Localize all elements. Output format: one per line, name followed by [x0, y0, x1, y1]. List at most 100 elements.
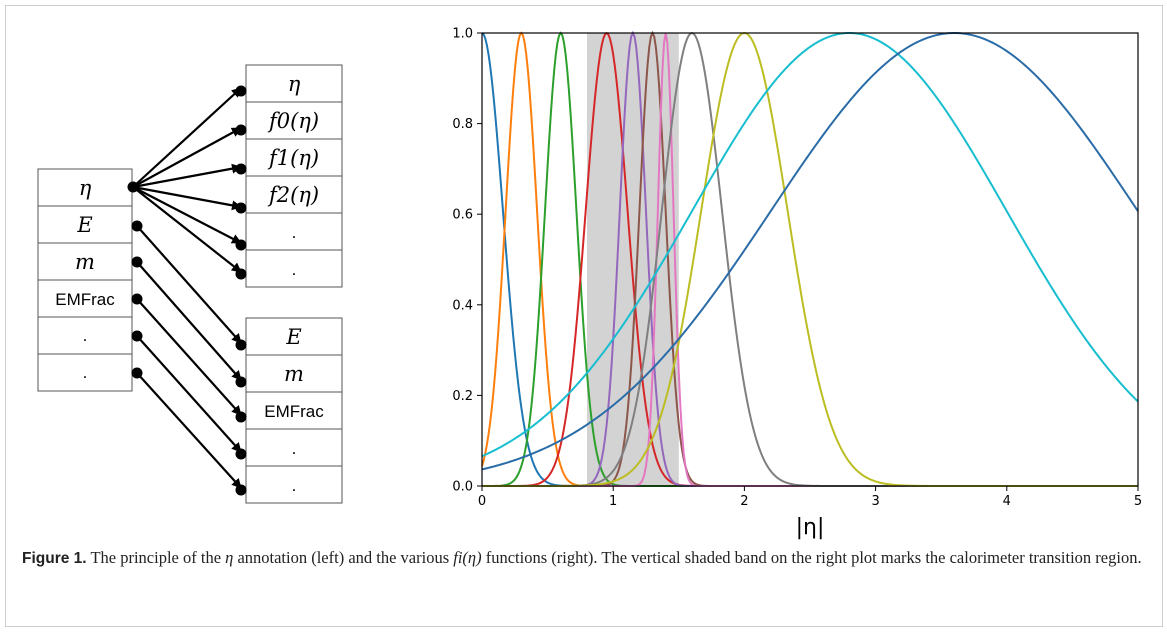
arrow [136, 335, 242, 453]
output-cell-dot: . [292, 260, 297, 279]
connection-dot [235, 124, 247, 136]
output-cell-dot: . [292, 223, 297, 242]
output-cell-box [245, 64, 343, 103]
caption-text-1: The principle of the [90, 548, 222, 567]
arrow [132, 163, 242, 189]
x-tick-label: 2 [740, 494, 748, 509]
series-line-2 [482, 31, 1138, 487]
connection-dot [235, 85, 247, 97]
y-tick-label: 0.2 [452, 389, 473, 404]
y-tick-label: 0.8 [452, 117, 473, 132]
output-cell-dot: . [292, 476, 297, 495]
output-cell-eta: η [288, 72, 301, 96]
input-cell-box [37, 353, 133, 392]
input-cell-box [37, 316, 133, 355]
input-cell-dot: . [83, 326, 88, 345]
output-cell-f2: f2(η) [267, 183, 319, 207]
connection-dot [235, 268, 247, 280]
output-cell-f1: f1(η) [267, 146, 319, 170]
figure-caption: Figure 1. The principle of the η annotat… [22, 547, 1142, 570]
input-cell-emfrac: EMFrac [55, 290, 115, 309]
input-cell-dot: . [83, 363, 88, 382]
input-column: η E m EMFrac . . [37, 168, 133, 392]
x-axis-label: |η| [796, 515, 825, 540]
arrow [136, 225, 242, 344]
output-cell-dot: . [292, 439, 297, 458]
output-group-1: η f0(η) f1(η) f2(η) . . [245, 64, 343, 288]
arrow [132, 87, 242, 188]
output-cell-box [245, 101, 343, 140]
input-cell-eta: η [79, 176, 92, 200]
input-cell-energy: E [76, 213, 92, 237]
connection-dot [131, 256, 143, 268]
caption-eta: η [225, 548, 234, 567]
series-line-0 [481, 32, 1138, 487]
plot-frame [481, 32, 1139, 487]
connection-dot [131, 220, 143, 232]
output-cell-box [245, 465, 343, 504]
series-line-9 [481, 31, 1139, 458]
series-line-5 [482, 30, 1138, 487]
x-tick-label: 3 [871, 494, 879, 509]
series-line-3 [482, 31, 1138, 487]
output-cell-f0: f0(η) [267, 109, 319, 133]
arrow [132, 127, 242, 188]
x-tick-label: 5 [1134, 494, 1142, 509]
arrow [136, 298, 242, 416]
x-tick-label: 0 [478, 494, 486, 509]
output-cell-box [245, 317, 343, 356]
output-cell-box [245, 391, 343, 430]
series-line-1 [481, 31, 1138, 487]
connection-dot [131, 330, 143, 342]
x-tick-label: 4 [1003, 494, 1011, 509]
connection-dot [235, 202, 247, 214]
arrow [136, 372, 242, 489]
output-cell-energy: E [285, 325, 301, 349]
output-cell-box [245, 212, 343, 251]
output-cell-box [245, 249, 343, 288]
output-cell-emfrac: EMFrac [264, 402, 324, 421]
output-cell-box [245, 428, 343, 467]
series-line-4 [482, 30, 1138, 487]
connection-dot [235, 448, 247, 460]
series-line-7 [482, 31, 1138, 487]
series-line-8 [482, 31, 1138, 487]
x-tick-label: 1 [609, 494, 617, 509]
y-tick-label: 0.0 [452, 480, 473, 495]
figure-label: Figure 1. [22, 550, 87, 567]
connection-dot [235, 411, 247, 423]
caption-fi: fi(η) [453, 548, 482, 567]
output-cell-box [245, 175, 343, 214]
eta-fanout-arrows [132, 87, 242, 273]
tick-layer: 0 1 2 3 4 5 0.0 0.2 0.4 0.6 0.8 1.0 [452, 27, 1142, 510]
y-tick-label: 0.6 [452, 208, 473, 223]
passthrough-arrows [136, 225, 242, 489]
connection-dot [235, 339, 247, 351]
curve-layer [481, 30, 1139, 487]
output-group-2: E m EMFrac . . [245, 317, 343, 504]
connection-dots [127, 85, 247, 496]
caption-text-3: functions (right). The vertical shaded b… [485, 548, 1142, 567]
series-line-6 [482, 32, 1138, 487]
input-cell-box [37, 168, 133, 207]
connection-dot [131, 293, 143, 305]
arrow [132, 186, 242, 273]
y-tick-label: 0.4 [452, 298, 473, 313]
connection-dot [235, 376, 247, 388]
caption-text-2: annotation (left) and the various [237, 548, 450, 567]
series-line-10 [481, 31, 1139, 471]
connection-dot [127, 181, 139, 193]
connection-dot [131, 367, 143, 379]
arrow [136, 261, 242, 381]
input-cell-box [37, 205, 133, 244]
figure-panel [5, 5, 1163, 627]
connection-dot [235, 484, 247, 496]
output-cell-mass: m [284, 362, 304, 386]
arrow [132, 186, 242, 244]
y-tick-label: 1.0 [452, 27, 473, 42]
connection-dot [235, 239, 247, 251]
input-cell-mass: m [75, 250, 95, 274]
arrow [132, 185, 242, 211]
